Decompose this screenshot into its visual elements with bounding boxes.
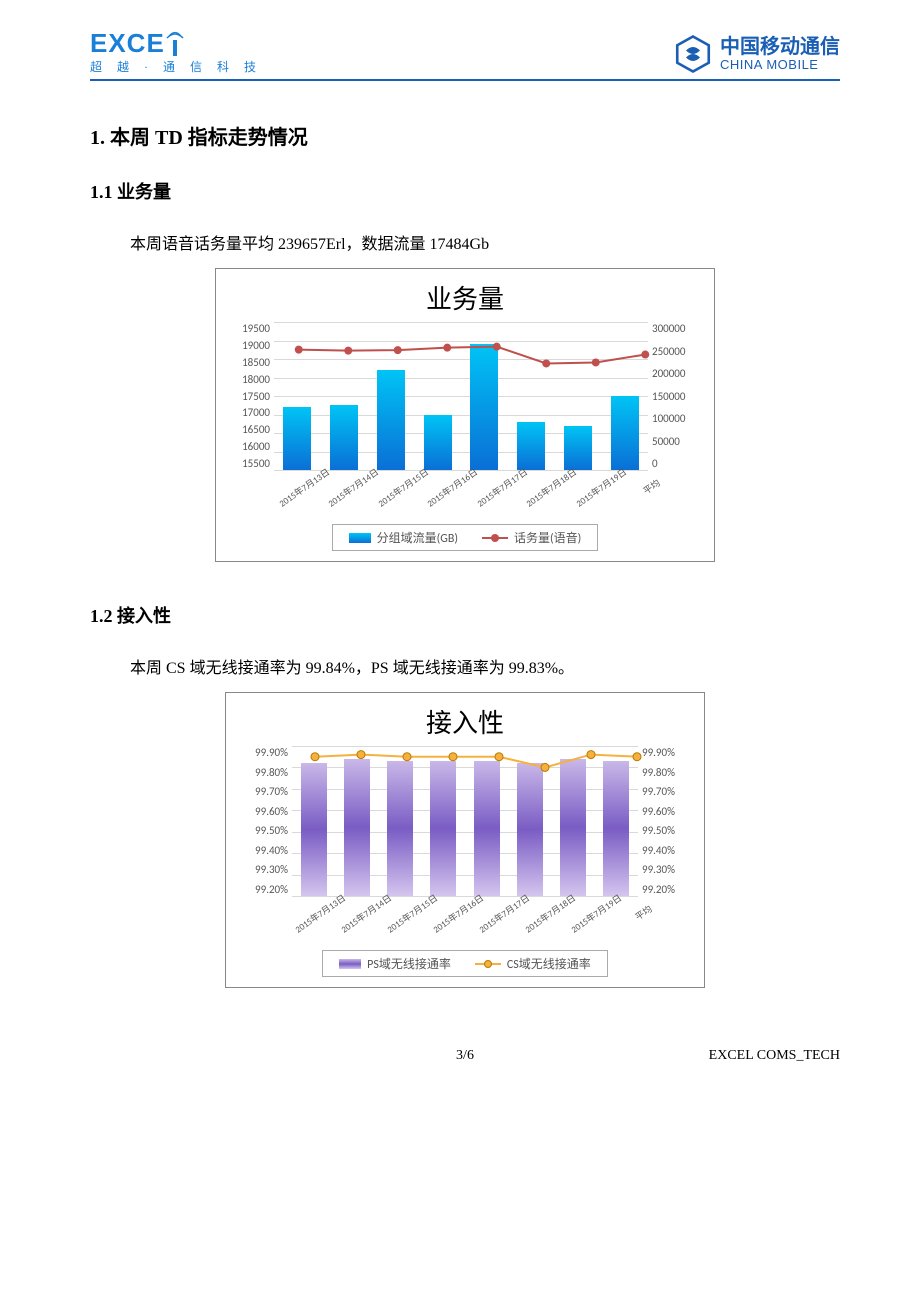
line-swatch-icon xyxy=(475,959,501,969)
chart-access-title: 接入性 xyxy=(236,703,694,740)
section-1-2-title: 1.2 接入性 xyxy=(90,602,840,628)
chart1-legend-line: 话务量(语音) xyxy=(482,529,581,546)
page-footer: 3/6 EXCEL COMS_TECH xyxy=(90,1048,840,1064)
page-number: 3/6 xyxy=(456,1048,474,1064)
section-1-1-body: 本周语音话务量平均 239657Erl，数据流量 17484Gb xyxy=(130,230,840,254)
chart2-y-right: 99.90%99.80%99.70%99.60%99.50%99.40%99.3… xyxy=(642,746,694,896)
bar-swatch-icon xyxy=(349,533,371,543)
chart2-legend-line: CS域无线接通率 xyxy=(475,955,591,972)
chart-traffic: 业务量 195001900018500180001750017000165001… xyxy=(215,268,715,562)
chart-access: 接入性 99.90%99.80%99.70%99.60%99.50%99.40%… xyxy=(225,692,705,988)
chart1-legend: 分组域流量(GB) 话务量(语音) xyxy=(332,524,599,551)
footer-brand: EXCEL COMS_TECH xyxy=(709,1048,840,1064)
logo-excel-wordmark: EXCE xyxy=(90,30,185,56)
section-1-title: 1. 本周 TD 指标走势情况 xyxy=(90,121,840,150)
chart2-x-axis: 2015年7月13日2015年7月14日2015年7月15日2015年7月16日… xyxy=(292,896,638,942)
chart-traffic-title: 业务量 xyxy=(226,279,704,316)
chart1-x-axis: 2015年7月13日2015年7月14日2015年7月15日2015年7月16日… xyxy=(274,470,648,516)
chart1-bars xyxy=(274,322,648,470)
china-mobile-zh: 中国移动通信 xyxy=(720,36,840,58)
logo-china-mobile: 中国移动通信 CHINA MOBILE xyxy=(672,33,840,75)
china-mobile-icon xyxy=(672,33,714,75)
china-mobile-en: CHINA MOBILE xyxy=(720,58,840,72)
logo-excel: EXCE 超 越 · 通 信 科 技 xyxy=(90,30,262,75)
section-1-2-body: 本周 CS 域无线接通率为 99.84%，PS 域无线接通率为 99.83%。 xyxy=(130,654,840,678)
section-1-1-title: 1.1 业务量 xyxy=(90,178,840,204)
chart2-legend: PS域无线接通率 CS域无线接通率 xyxy=(322,950,608,977)
chart1-y-left: 1950019000185001800017500170001650016000… xyxy=(226,322,270,470)
chart2-y-left: 99.90%99.80%99.70%99.60%99.50%99.40%99.3… xyxy=(236,746,288,896)
page-header: EXCE 超 越 · 通 信 科 技 中国移动通信 CHINA MOBILE xyxy=(90,30,840,81)
chart1-y-right: 300000250000200000150000100000500000 xyxy=(652,322,704,470)
line-swatch-icon xyxy=(482,533,508,543)
logo-excel-subtitle: 超 越 · 通 信 科 技 xyxy=(90,58,262,75)
chart1-legend-bar: 分组域流量(GB) xyxy=(349,529,458,546)
chart2-bars xyxy=(292,746,638,896)
bar-swatch-icon xyxy=(339,959,361,969)
chart2-legend-bar: PS域无线接通率 xyxy=(339,955,451,972)
